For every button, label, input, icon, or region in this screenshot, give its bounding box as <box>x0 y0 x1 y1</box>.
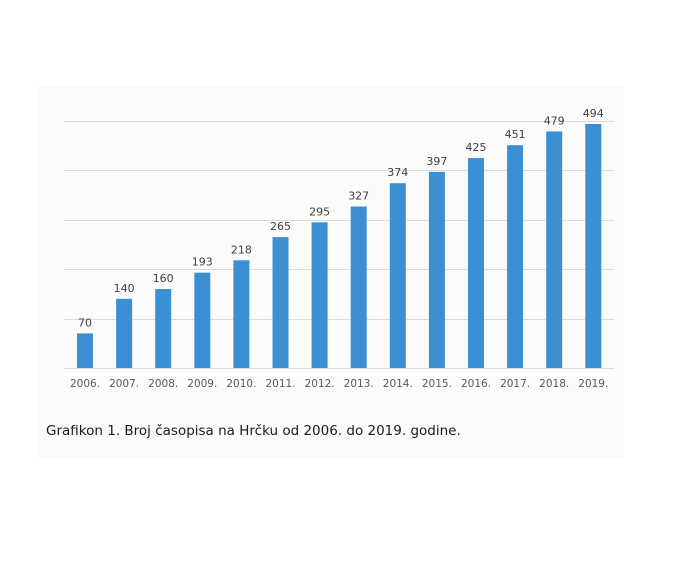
x-tick-label: 2006. <box>70 378 100 390</box>
bar <box>507 145 524 368</box>
bar <box>155 289 172 368</box>
x-tick-label: 2014. <box>383 378 413 390</box>
bar <box>272 237 289 368</box>
x-tick-label: 2018. <box>539 378 569 390</box>
x-tick-label: 2011. <box>265 378 295 390</box>
x-tick-label: 2013. <box>344 378 374 390</box>
data-label: 193 <box>192 256 213 269</box>
bar <box>116 298 133 368</box>
x-tick-label: 2007. <box>109 378 139 390</box>
x-tick-labels: 2006. 2007. 2008. 2009. 2010. 2011. 2012. 2013.… <box>70 378 608 390</box>
bars <box>77 124 602 368</box>
bar <box>389 183 406 368</box>
bar <box>194 272 211 368</box>
data-label: 397 <box>426 155 447 168</box>
x-tick-label: 2017. <box>500 378 530 390</box>
data-label: 160 <box>153 272 174 285</box>
data-label: 295 <box>309 205 330 218</box>
x-tick-label: 2015. <box>422 378 452 390</box>
data-label: 70 <box>78 316 92 329</box>
bar <box>311 222 328 368</box>
data-label: 479 <box>544 114 565 127</box>
data-labels: 70 140 160 193 218 265 295 327 374 397 425 451 479 49… <box>78 107 604 329</box>
bar <box>233 260 250 368</box>
bar-chart: 70 140 160 193 218 265 295 327 374 397 425 451 479 49… <box>64 107 614 390</box>
chart-panel: 70 140 160 193 218 265 295 327 374 397 425 451 479 49… <box>38 86 624 458</box>
bar <box>468 158 484 368</box>
bar <box>546 131 563 368</box>
data-label: 265 <box>270 220 291 233</box>
x-tick-label: 2008. <box>148 378 178 390</box>
data-label: 494 <box>583 107 604 120</box>
bar <box>585 124 602 368</box>
figure-caption: Grafikon 1. Broj časopisa na Hrčku od 20… <box>46 423 461 439</box>
x-tick-label: 2016. <box>461 378 491 390</box>
x-tick-label: 2010. <box>226 378 256 390</box>
bar <box>77 333 93 368</box>
gridlines <box>64 121 614 369</box>
bar <box>350 206 367 368</box>
data-label: 425 <box>466 141 487 154</box>
data-label: 327 <box>348 190 369 203</box>
x-tick-label: 2012. <box>305 378 335 390</box>
data-label: 374 <box>387 166 408 179</box>
data-label: 451 <box>505 128 526 141</box>
data-label: 140 <box>114 282 135 295</box>
data-label: 218 <box>231 243 252 256</box>
x-tick-label: 2009. <box>187 378 217 390</box>
x-tick-label: 2019. <box>578 378 608 390</box>
bar <box>428 171 445 368</box>
